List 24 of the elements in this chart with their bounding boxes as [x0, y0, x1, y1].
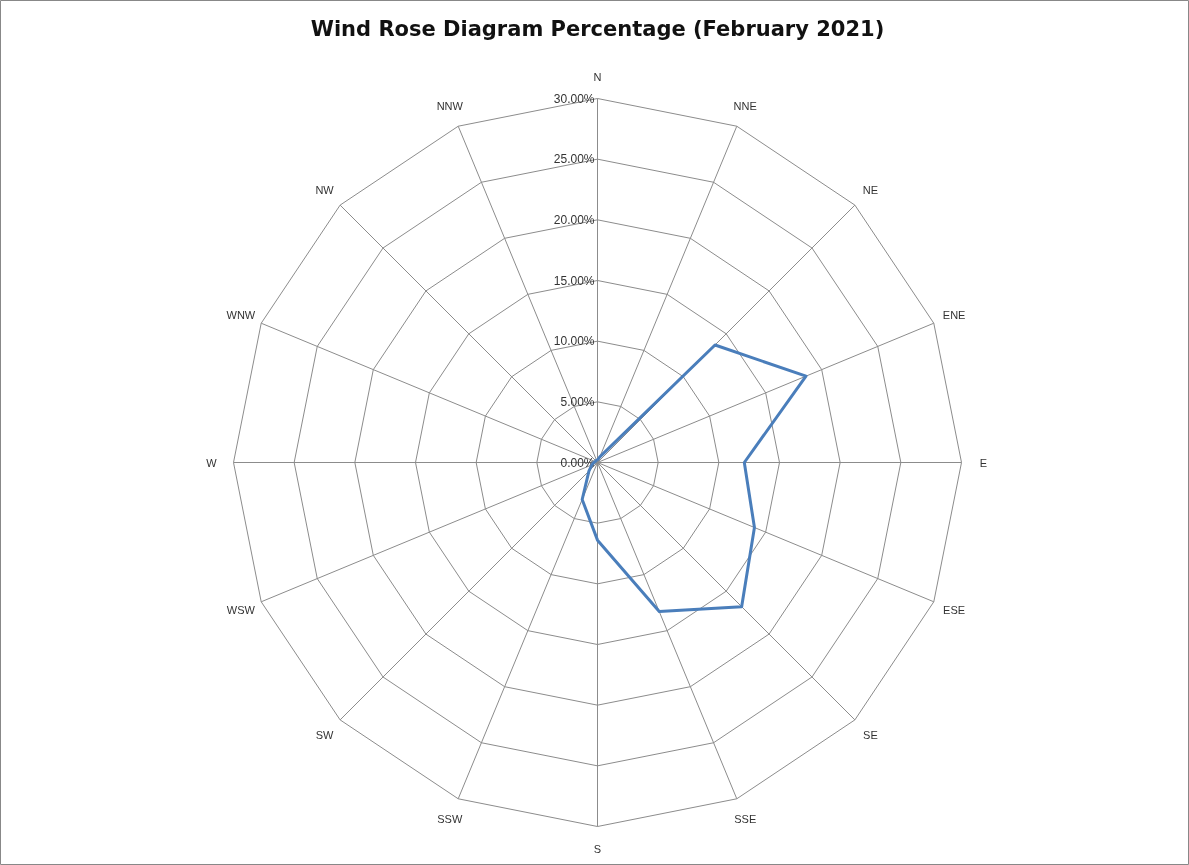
- spoke-label: SW: [315, 729, 335, 742]
- spoke-label: SE: [863, 729, 878, 742]
- spoke-label: SSW: [437, 813, 463, 826]
- spoke-label: ESE: [943, 604, 966, 617]
- y-tick-label: 15.00%: [553, 273, 595, 288]
- spoke-label: NNW: [436, 99, 464, 112]
- spoke-label: N: [593, 70, 602, 83]
- spoke-label: ENE: [942, 308, 966, 321]
- spoke-label: NNE: [733, 99, 757, 112]
- y-tick-label: 0.00%: [560, 455, 595, 470]
- spoke-label: E: [979, 456, 988, 469]
- spoke-label: NE: [862, 183, 879, 196]
- y-tick-label: 10.00%: [553, 334, 595, 349]
- spoke-label: WSW: [226, 604, 256, 617]
- y-tick-label: 25.00%: [553, 152, 595, 167]
- y-tick-label: 30.00%: [553, 91, 595, 106]
- spoke-label: SSE: [734, 813, 757, 826]
- spoke-label: WNW: [226, 308, 256, 321]
- y-tick-label: 5.00%: [560, 394, 595, 409]
- y-tick-label: 20.00%: [553, 212, 595, 227]
- spoke-label: NW: [315, 183, 335, 196]
- spoke-label: S: [593, 842, 602, 855]
- spoke-label: W: [206, 456, 218, 469]
- chart-title: Wind Rose Diagram Percentage (February 2021): [310, 16, 885, 41]
